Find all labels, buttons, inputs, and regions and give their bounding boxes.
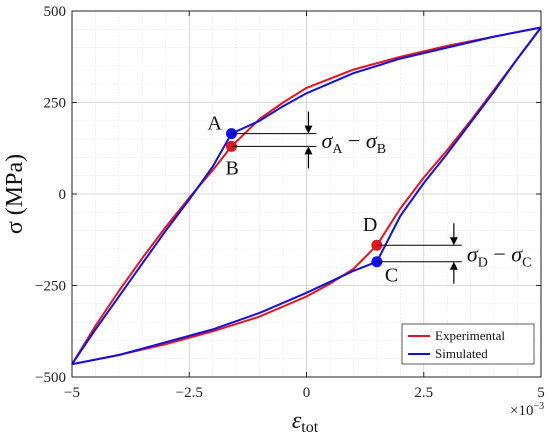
arrow-down-head-1 — [449, 237, 458, 246]
y-tick-label: 250 — [44, 96, 67, 112]
annotations-layer: AB D CσA − σB σD − σC — [207, 111, 532, 287]
arrow-up-head-1 — [449, 261, 458, 270]
x-tick-label: 5 — [537, 385, 545, 401]
series-experimental-upper — [71, 26, 542, 365]
x-exponent: ×10−3 — [510, 401, 544, 419]
point-label-b: B — [225, 157, 238, 179]
difference-label-0: σA − σB — [321, 128, 386, 157]
legend: Experimental Simulated — [401, 323, 535, 365]
arrow-down-head-0 — [304, 125, 313, 134]
axes — [71, 10, 542, 378]
y-axis-label: σ (MPa) — [2, 154, 28, 234]
tick-labels: −5 −2.5 0 2.5 5 −500 −250 0 250 500 — [35, 4, 545, 401]
series-layer — [71, 26, 542, 366]
point-label-a: A — [207, 113, 222, 135]
x-tick-label: 0 — [303, 385, 311, 401]
y-tick-label: 500 — [44, 4, 67, 20]
difference-label-1: σD − σC — [467, 241, 532, 270]
point-label-d: D — [363, 214, 377, 236]
series-simulated-upper — [71, 26, 542, 365]
y-tick-label: −500 — [35, 370, 66, 386]
x-tick-label: 2.5 — [414, 385, 433, 401]
point-label-c: C — [385, 265, 398, 287]
x-tick-label: −5 — [64, 385, 80, 401]
series-simulated-lower — [71, 26, 542, 366]
legend-label-simulated: Simulated — [435, 346, 488, 361]
grid — [71, 10, 542, 378]
legend-label-experimental: Experimental — [435, 328, 505, 343]
x-axis-label: εtot — [292, 408, 319, 433]
y-tick-label: −250 — [35, 279, 66, 295]
y-tick-label: 0 — [59, 187, 67, 203]
x-tick-label: −2.5 — [176, 385, 203, 401]
arrow-up-head-0 — [304, 146, 313, 155]
series-experimental-lower — [71, 26, 542, 366]
legend-box — [401, 323, 535, 365]
